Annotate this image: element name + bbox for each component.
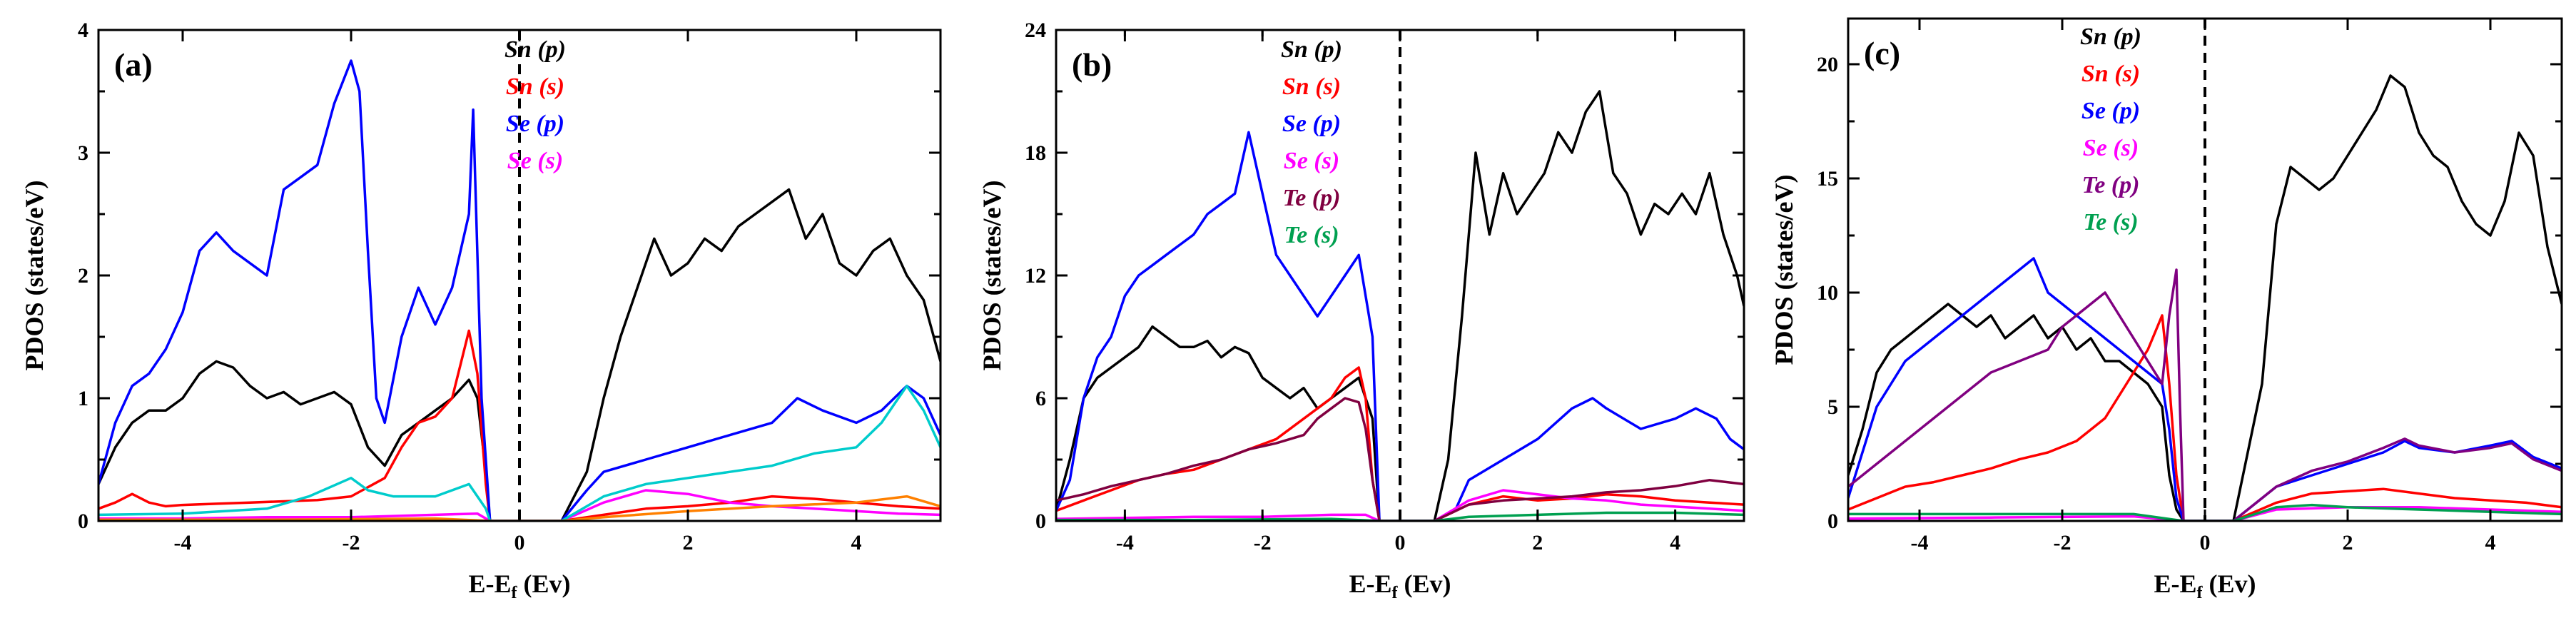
legend-item: Se (p): [2081, 98, 2140, 124]
legend-item: Se (s): [1284, 148, 1339, 174]
y-tick-label: 0: [1827, 510, 1838, 533]
y-tick-label: 10: [1817, 281, 1838, 305]
x-tick-label: 2: [2343, 531, 2353, 554]
y-tick-label: 0: [78, 510, 88, 533]
x-tick-label: 0: [2200, 531, 2211, 554]
series-line-extra-5: [98, 495, 940, 521]
panel-label: (a): [114, 46, 153, 83]
chart-panel-1: -4 -2 0 2 4 0 1 2 3 4 E-Ef (Ev) PDOS (states/eV) (a)…: [20, 19, 942, 602]
x-tick-label: 4: [1670, 531, 1680, 554]
x-tick-label: -4: [1911, 531, 1929, 554]
y-tick-label: 0: [1035, 510, 1046, 533]
y-tick-label: 4: [78, 19, 88, 42]
legend-item: Sn (s): [1282, 74, 1341, 100]
legend-item: Sn (p): [504, 36, 566, 63]
x-tick-label: -2: [2054, 531, 2072, 554]
series-line-sep: [98, 59, 940, 521]
y-tick-label: 6: [1035, 387, 1046, 410]
series-line-extra-4: [98, 385, 940, 521]
legend-item: Sn (p): [1281, 36, 1342, 63]
series-line-sep: [1056, 131, 1744, 521]
y-tick-label: 1: [78, 387, 88, 410]
legend-item: Sn (s): [506, 74, 564, 100]
series-line-tep: [1848, 268, 2562, 521]
x-tick-label: -2: [1254, 531, 1272, 554]
series-group: [1848, 74, 2562, 521]
y-tick-label: 2: [78, 264, 88, 288]
x-tick-label: 0: [1395, 531, 1406, 554]
panel-label: (b): [1072, 46, 1112, 83]
x-tick-label: 2: [1532, 531, 1543, 554]
panel-label: (c): [1864, 35, 1900, 71]
x-tick-label: -4: [1116, 531, 1134, 554]
series-line-snp: [1056, 90, 1744, 521]
series-line-sns: [98, 329, 940, 521]
y-tick-label: 24: [1025, 19, 1046, 42]
y-tick-label: 18: [1025, 141, 1046, 165]
y-tick-label: 15: [1817, 167, 1838, 191]
legend-item: Sn (p): [2080, 24, 2141, 50]
x-tick-label: 2: [683, 531, 694, 554]
y-tick-label: 12: [1025, 264, 1046, 288]
y-tick-label: 3: [78, 141, 88, 165]
x-tick-label: 0: [514, 531, 525, 554]
legend-item: Te (p): [1283, 185, 1341, 211]
series-line-ses: [1056, 489, 1744, 521]
series-line-sns: [1848, 314, 2562, 521]
x-tick-label: -2: [343, 531, 360, 554]
y-tick-label: 20: [1817, 53, 1838, 76]
legend-item: Te (p): [2082, 172, 2140, 198]
y-tick-label: 5: [1827, 395, 1838, 419]
x-axis-label: E-Ef (Ev): [468, 569, 570, 602]
x-tick-label: 4: [2485, 531, 2496, 554]
legend-item: Se (p): [506, 111, 564, 137]
series-group: [1056, 90, 1744, 521]
x-axis-label: E-Ef (Ev): [2154, 569, 2256, 602]
legend-item: Sn (s): [2081, 61, 2140, 87]
chart-panel-3: -4 -2 0 2 4 0 5 10 15 20 E-Ef (Ev) PDOS (states/eV)…: [1770, 17, 2563, 602]
y-axis-label: PDOS (states/eV): [1770, 175, 1798, 365]
legend-item: Se (s): [2083, 135, 2139, 161]
legend-item: Se (s): [507, 148, 563, 174]
y-axis-label: PDOS (states/eV): [978, 181, 1006, 371]
x-axis-label: E-Ef (Ev): [1349, 569, 1451, 602]
series-line-tep: [1056, 397, 1744, 521]
series-line-ses: [98, 489, 940, 521]
legend-item: Te (s): [1284, 222, 1339, 248]
x-tick-label: -4: [174, 531, 192, 554]
series-line-tes: [1848, 503, 2562, 521]
series-line-sep: [1848, 257, 2562, 521]
legend-item: Te (s): [2083, 209, 2138, 235]
y-axis-label: PDOS (states/eV): [20, 181, 49, 371]
legend-item: Se (p): [1282, 111, 1341, 137]
series-line-snp: [1848, 74, 2562, 521]
series-group: [98, 59, 940, 521]
x-tick-label: 4: [851, 531, 862, 554]
